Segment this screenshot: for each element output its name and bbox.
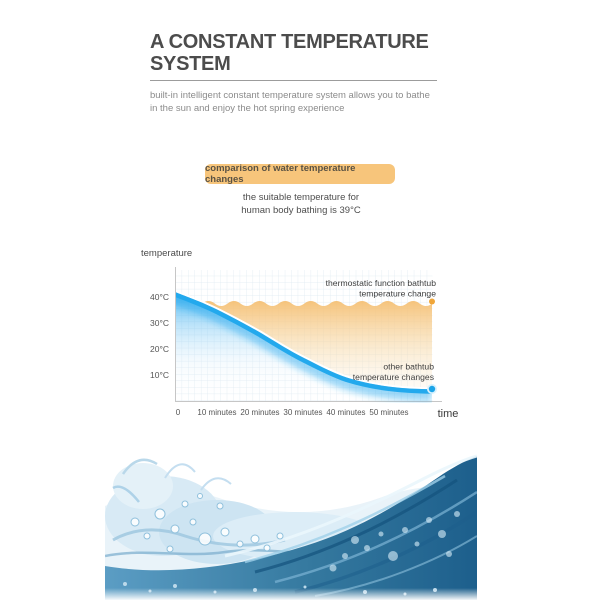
page-subtitle: built-in intelligent constant temperatur… [150, 89, 470, 115]
temperature-chart: temperature time 40°C 30°C 20°C 10°C 0 1… [141, 248, 459, 420]
thermostatic-area [202, 301, 433, 389]
other-annotation: other bathtub temperature changes [353, 362, 434, 383]
y-tick-10: 10°C [150, 370, 169, 380]
comparison-badge-label: comparison of water temperature changes [205, 163, 356, 185]
other-annotation-line2: temperature changes [353, 372, 434, 382]
title-underline [150, 80, 437, 81]
x-axis-label: time [438, 408, 459, 420]
x-tick-0: 0 [176, 408, 181, 417]
thermostatic-annotation-line1: thermostatic function bathtub [326, 278, 437, 288]
thermostatic-annotation: thermostatic function bathtub temperatur… [326, 278, 437, 299]
x-tick-10: 10 minutes [197, 408, 236, 417]
page-subtitle-line1: built-in intelligent constant temperatur… [150, 90, 430, 101]
x-tick-40: 40 minutes [326, 408, 365, 417]
note-line2: human body bathing is 39°C [241, 204, 361, 216]
y-tick-20: 20°C [150, 344, 169, 354]
x-tick-50: 50 minutes [369, 408, 408, 417]
page-title-line1: A CONSTANT TEMPERATURE [150, 31, 429, 53]
page-subtitle-line2: in the sun and enjoy the hot spring expe… [150, 103, 345, 114]
comparison-badge: comparison of water temperature changes [205, 163, 395, 185]
y-axis-label: temperature [141, 248, 192, 259]
note-line1: the suitable temperature for [242, 192, 360, 203]
x-tick-20: 20 minutes [240, 408, 279, 417]
water-splash-image [105, 454, 477, 600]
suitable-temperature-note: the suitable temperature for human body … [200, 192, 402, 217]
other-annotation-line1: other bathtub [383, 362, 434, 372]
thermostatic-annotation-line2: temperature change [359, 289, 436, 299]
thermostatic-endpoint-dot [429, 298, 435, 305]
y-tick-30: 30°C [150, 318, 169, 328]
other-endpoint-dot [428, 385, 436, 393]
x-tick-30: 30 minutes [283, 408, 322, 417]
y-tick-40: 40°C [150, 292, 169, 302]
page-title: A CONSTANT TEMPERATURE SYSTEM [150, 31, 470, 75]
page-title-line2: SYSTEM [150, 53, 231, 75]
